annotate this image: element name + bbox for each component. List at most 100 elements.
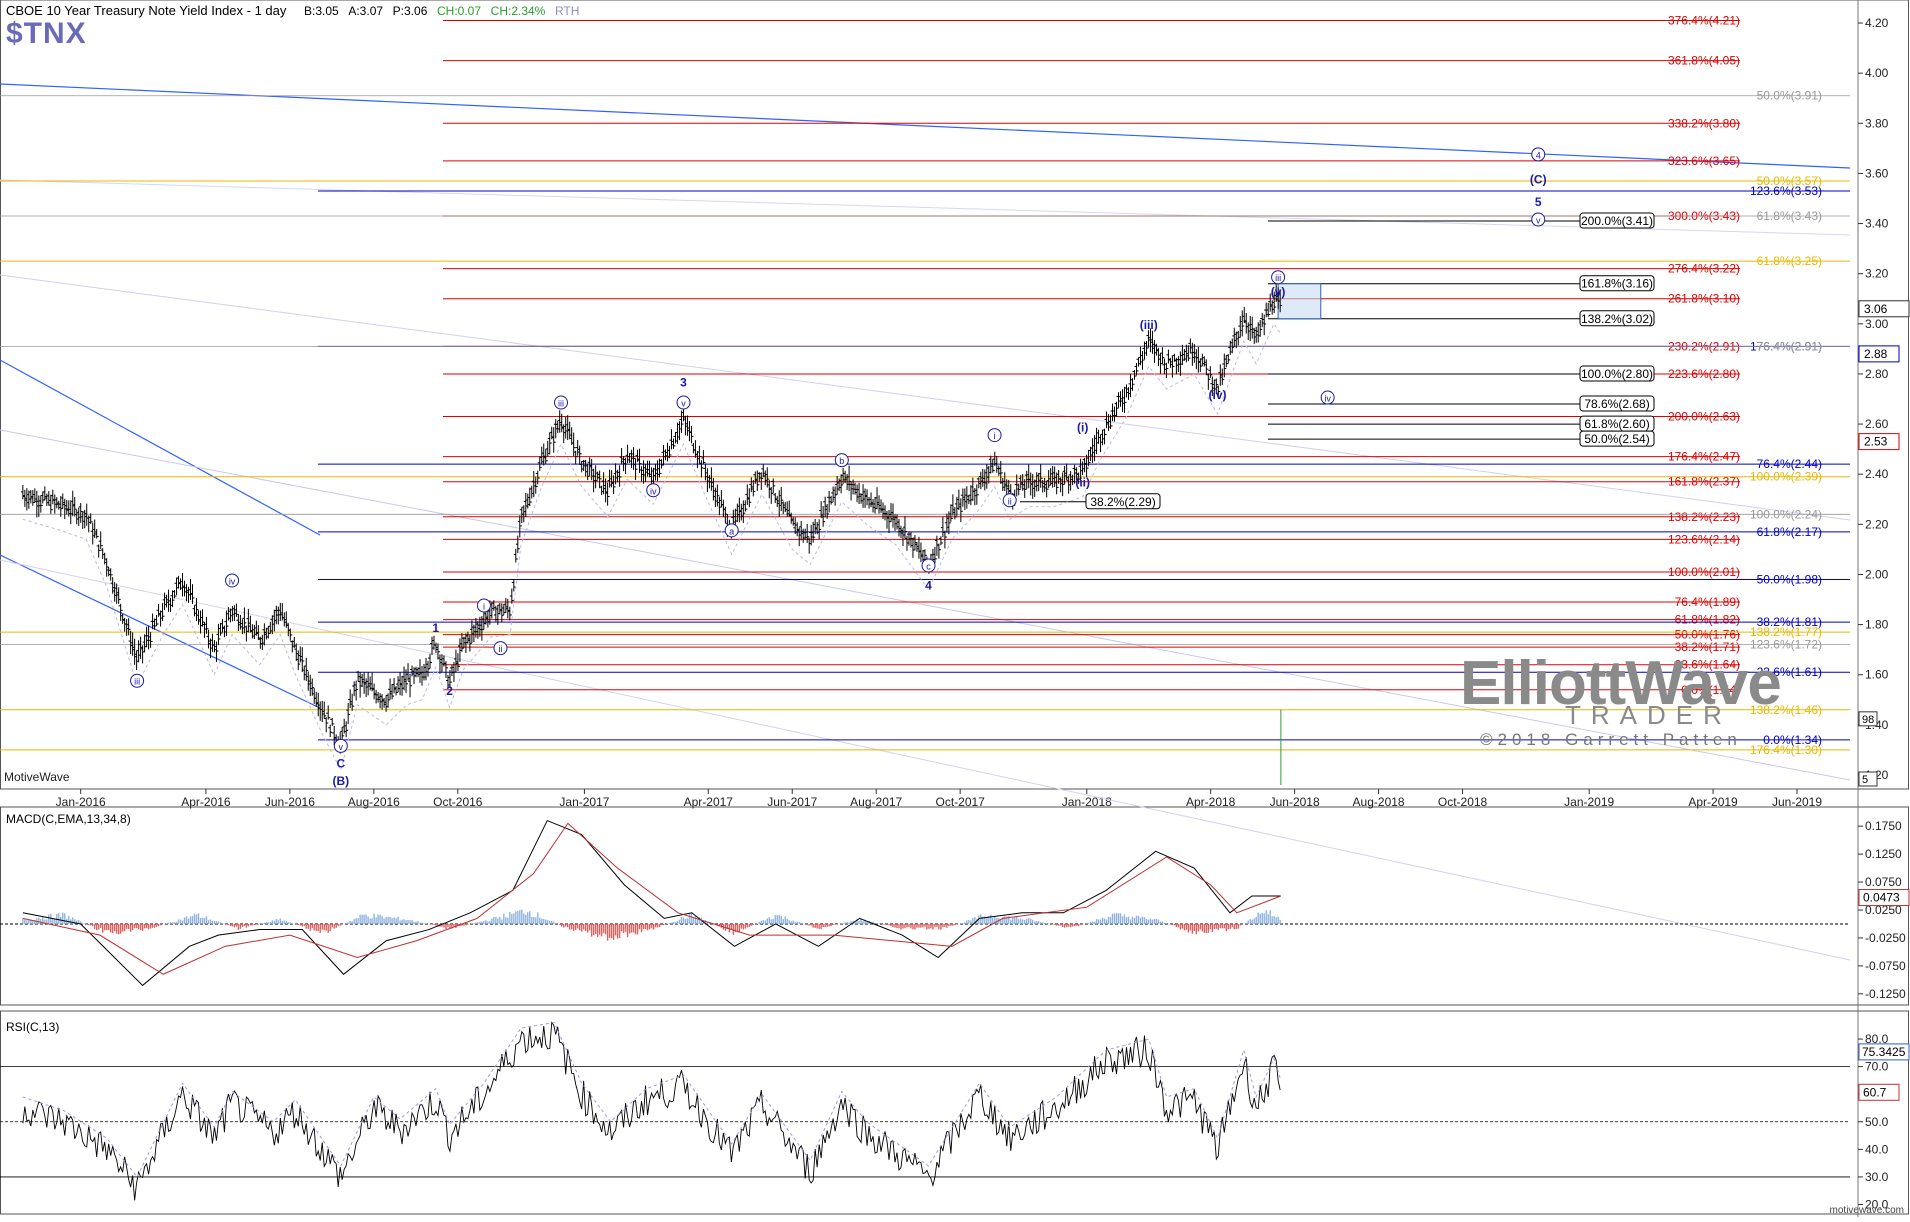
chart-title: CBOE 10 Year Treasury Note Yield Index -… (6, 3, 287, 18)
macd-y-label: -0.0250 (1865, 931, 1906, 945)
session-label: RTH (554, 4, 580, 18)
wave-label: 1 (432, 621, 439, 635)
fib-level-label: 61.8%(3.25) (1757, 254, 1822, 268)
fib-level-label: 200.0%(2.63) (1668, 410, 1740, 424)
trendline-0 (0, 83, 1851, 169)
wave-label-circle (1531, 212, 1546, 227)
macd-y-label: 0.1750 (1865, 819, 1902, 833)
wave-label-circle (476, 598, 491, 613)
wave-label-circle (1320, 390, 1335, 405)
y-tick-label: 1.60 (1865, 668, 1889, 682)
y-tick-label: 3.80 (1865, 116, 1889, 130)
y-tick-label: 2.80 (1865, 367, 1889, 381)
y-tick-label: 2.40 (1865, 467, 1889, 481)
x-tick-label: Aug-2017 (850, 795, 902, 809)
trendline-6 (0, 179, 1851, 236)
target-level-label: 78.6%(2.68) (1584, 397, 1649, 411)
trendline-3 (0, 429, 1851, 781)
wave-label: 3 (680, 375, 687, 389)
wave-label: iii (558, 399, 564, 409)
target-level-box (1579, 365, 1655, 382)
moving-average-line (22, 322, 1282, 772)
wave-label-circle (987, 428, 1002, 443)
macd-value-label: 0.0473 (1863, 891, 1900, 905)
rsi-title: RSI(C,13) (6, 1020, 59, 1034)
fib-level-label: 176.4%(2.47) (1668, 450, 1740, 464)
x-tick-label: Aug-2018 (1353, 795, 1405, 809)
x-tick-label: Jun-2016 (265, 795, 315, 809)
macd-value-badge (1858, 889, 1910, 907)
axis-badge-label: 2.88 (1864, 347, 1888, 361)
x-tick-label: Apr-2019 (1688, 795, 1738, 809)
wave-label-circle (1531, 147, 1546, 162)
wave-label: i (483, 602, 485, 612)
fib-level-label: 138.2%(2.23) (1668, 510, 1740, 524)
rsi-y-label: 70.0 (1865, 1060, 1889, 1074)
x-tick-label: Jan-2019 (1564, 795, 1614, 809)
x-tick-label: Apr-2016 (181, 795, 231, 809)
elliottwave-logo-word: ElliottWave (1460, 649, 1782, 718)
x-tick-label: Jan-2017 (559, 795, 609, 809)
ask-value: A:3.07 (348, 4, 384, 18)
target-zone-box (1277, 283, 1322, 320)
macd-line (22, 819, 1281, 987)
fib-level-label: 50.0%(3.91) (1757, 89, 1822, 103)
macd-y-label: 0.0250 (1865, 903, 1902, 917)
target-level-box (1579, 430, 1655, 447)
rsi-overbought-badge (1858, 1043, 1910, 1061)
wave-label: ii (498, 644, 502, 654)
price-bars (20, 284, 1283, 754)
fib-level-label: 50.0%(1.76) (1675, 628, 1740, 642)
macd-y-label: -0.1250 (1865, 987, 1906, 1001)
fib-level-label: 0.0%(1.34) (1763, 733, 1822, 747)
wave-label: (v) (1271, 285, 1286, 299)
x-tick-label: Apr-2018 (1186, 795, 1236, 809)
target-level-label: 138.2%(3.02) (1581, 312, 1653, 326)
axis-marker-box (1858, 711, 1878, 727)
y-tick-label: 4.00 (1865, 66, 1889, 80)
y-tick-label: 1.80 (1865, 618, 1889, 632)
rsi-value-label: 60.7 (1863, 1085, 1887, 1099)
wave-label: (C) (1530, 172, 1547, 186)
wave-label-circle (1002, 493, 1017, 508)
target-level-label: 38.2%(2.29) (1090, 495, 1155, 509)
fib-level-label: 61.8%(3.43) (1757, 209, 1822, 223)
fib-level-label: 23.6%(1.61) (1757, 665, 1822, 679)
rsi-y-label: 40.0 (1865, 1142, 1889, 1156)
wave-label: v (339, 742, 344, 752)
axis-badge (1858, 345, 1900, 363)
fib-level-label: 61.8%(1.82) (1675, 613, 1740, 627)
fib-level-label: 323.6%(3.65) (1668, 154, 1740, 168)
wave-label-circle (921, 558, 936, 573)
y-tick-label: 3.40 (1865, 217, 1889, 231)
wave-label-circle (225, 573, 240, 588)
current-price-label: 3.06 (1864, 302, 1888, 316)
x-tick-label: Aug-2016 (348, 795, 400, 809)
fib-level-label: 76.4%(2.91) (1757, 339, 1822, 353)
y-tick-label: 3.20 (1865, 267, 1889, 281)
wave-label: i (994, 431, 996, 441)
macd-title: MACD(C,EMA,13,34,8) (6, 812, 131, 826)
wave-label: (B) (332, 774, 349, 788)
trendline-4 (0, 559, 1851, 961)
wave-label: (iii) (1140, 318, 1158, 332)
x-tick-label: Jan-2016 (56, 795, 106, 809)
fib-level-label: 38.2%(1.71) (1675, 640, 1740, 654)
x-tick-label: Oct-2018 (1438, 795, 1488, 809)
wave-label: iii (134, 677, 140, 687)
wave-label-circle (130, 673, 145, 688)
wave-label-circle (724, 523, 739, 538)
wave-label: 2 (446, 684, 453, 698)
rsi-y-label: 20.0 (1865, 1197, 1889, 1211)
wave-label: (i) (1077, 421, 1088, 435)
wave-label-circle (646, 483, 661, 498)
wave-label: ii (1008, 496, 1012, 506)
target-level-box (1579, 212, 1655, 229)
panel-frame-2 (0, 1010, 1909, 1215)
fib-level-label: 100.0%(2.01) (1668, 565, 1740, 579)
axis-badge-label: 2.53 (1864, 435, 1888, 449)
rsi-line (22, 1021, 1281, 1201)
platform-site: motivewave.com (1829, 1205, 1904, 1216)
fib-level-label: 0.0%(1.54) (1681, 683, 1740, 697)
